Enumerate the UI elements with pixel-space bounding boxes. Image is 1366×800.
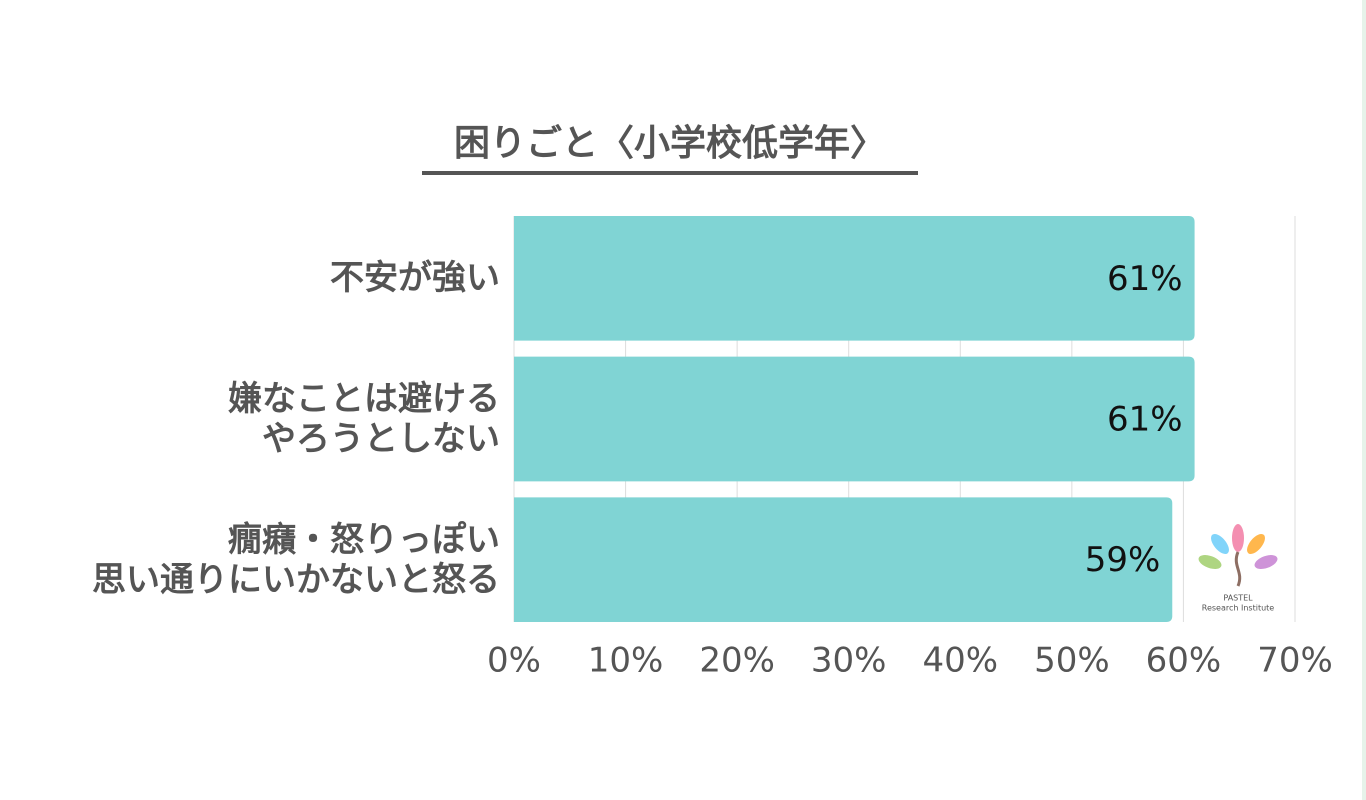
x-tick-label: 40% — [922, 641, 998, 681]
x-tick-label: 60% — [1146, 641, 1222, 681]
category-label: 癇癪・怒りっぽい 思い通りにいかないと怒る — [92, 519, 500, 600]
logo-petal — [1211, 534, 1229, 554]
x-tick-label: 0% — [487, 641, 541, 681]
bar — [514, 216, 1195, 341]
category-label: 嫌なことは避ける やろうとしない — [228, 379, 500, 459]
x-tick-label: 10% — [588, 641, 664, 681]
chart-title: 困りごと〈小学校低学年〉 — [454, 122, 886, 164]
value-label: 61% — [1107, 400, 1183, 440]
x-tick-label: 50% — [1034, 641, 1110, 681]
logo-stem — [1234, 551, 1242, 587]
bar — [514, 356, 1195, 482]
logo-text: Research Institute — [1202, 604, 1275, 613]
x-tick-label: 70% — [1257, 641, 1333, 681]
bars: 61% 61% 59% — [514, 216, 1195, 622]
logo: PASTEL Research Institute — [1198, 524, 1278, 613]
x-tick-label: 20% — [699, 641, 775, 681]
x-tick-label: 30% — [811, 641, 887, 681]
logo-petal — [1254, 555, 1278, 569]
value-label: 59% — [1085, 540, 1161, 580]
page-edge — [1362, 0, 1366, 800]
logo-petal — [1247, 534, 1265, 554]
category-label: 不安が強い — [330, 258, 500, 299]
logo-petal — [1198, 555, 1222, 569]
bar — [514, 497, 1173, 622]
value-label: 61% — [1107, 259, 1183, 299]
logo-petal — [1232, 524, 1244, 552]
logo-text: PASTEL — [1223, 594, 1253, 603]
